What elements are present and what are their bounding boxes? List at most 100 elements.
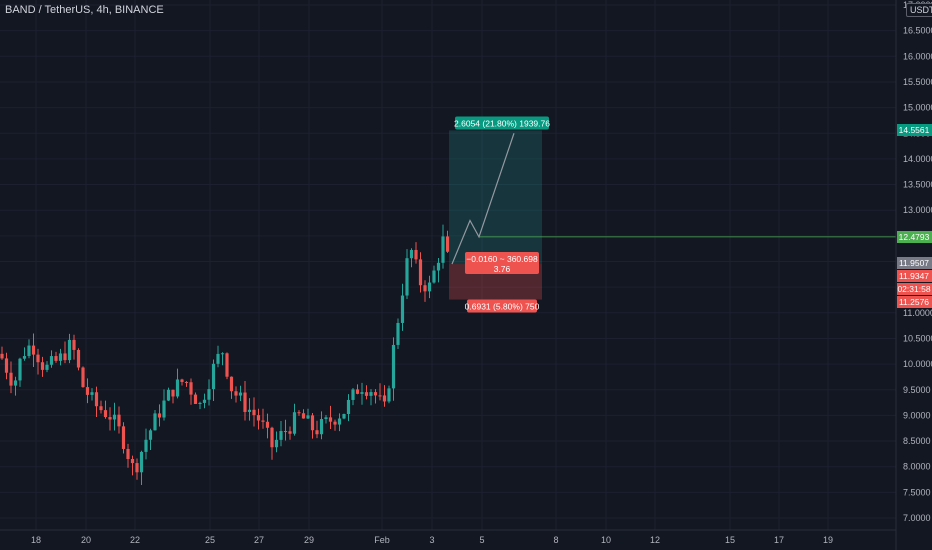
stop-label[interactable]: 0.6931 (5.80%) 750 [465,299,540,313]
candle [90,388,94,401]
time-tick-label: Feb [374,535,390,545]
candle [418,252,423,293]
candle [396,318,400,350]
candle [432,265,436,284]
time-tick-label: 19 [823,535,833,545]
candle [346,394,351,422]
time-tick-label: 15 [725,535,735,545]
price-tick-label: 9.0000 [903,410,931,420]
svg-text:11.9507: 11.9507 [899,258,929,268]
candle [315,420,319,439]
candle [324,415,328,424]
candle [153,410,157,431]
candle [45,361,49,373]
price-axis-label: 11.2576 [897,296,932,308]
candle [207,379,211,406]
candle [148,428,153,450]
position-info-label-text: −0.0160 ~ 360.698 [466,254,538,264]
price-axis-labels: 14.5561 12.4793 11.9507 11.9347 02:31:58 11.2… [897,124,932,308]
candle [283,419,288,441]
candle [202,393,207,409]
time-tick-label: 5 [479,535,484,545]
candle [445,230,450,253]
candle [49,350,54,368]
candle [427,275,432,299]
candle [189,378,193,405]
candle [292,403,297,436]
candle [225,352,229,380]
candle [144,428,148,460]
candle [256,408,261,430]
price-tick-label: 16.0000 [903,51,932,61]
candle [216,345,220,368]
price-axis-label: 02:31:58 [897,283,932,295]
candle [337,413,342,432]
price-tick-label: 8.5000 [903,436,931,446]
price-tick-label: 15.5000 [903,77,932,87]
candle [166,387,171,402]
candle [247,398,252,421]
candle [409,248,414,268]
position-info-label-text: 3.76 [494,264,511,274]
candle [369,389,373,406]
time-tick-label: 10 [601,535,611,545]
target-zone[interactable] [449,130,542,265]
time-tick-label: 18 [31,535,41,545]
candle [117,406,121,434]
svg-text:14.5561: 14.5561 [899,125,930,135]
projection-line [451,133,515,265]
candle [103,400,108,419]
candle [265,413,270,439]
price-tick-label: 10.0000 [903,359,932,369]
candle [351,388,355,406]
candle [387,385,391,404]
currency-badge[interactable]: USDT [906,3,932,17]
candle [306,408,310,419]
time-tick-label: 22 [130,535,140,545]
price-tick-label: 13.0000 [903,205,932,215]
candle [18,357,22,387]
candle [360,382,364,405]
candle [279,420,283,447]
candle [234,386,238,403]
candle [252,397,256,427]
candle [99,400,103,414]
candles [0,224,450,485]
candle [229,376,234,399]
candle [310,412,315,439]
candle [108,407,112,431]
candle [67,333,72,364]
candle [27,339,31,359]
candle [112,402,117,431]
candle [238,385,243,401]
price-tick-label: 10.5000 [903,333,932,343]
candle [301,409,306,419]
candle [261,408,265,429]
candle [193,392,198,404]
price-tick-label: 13.5000 [903,180,932,190]
time-tick-label: 17 [774,535,784,545]
candle [76,348,81,371]
svg-text:12.4793: 12.4793 [899,232,930,242]
candle [423,280,427,302]
time-tick-label: 25 [205,535,215,545]
candle [31,333,36,368]
candle [162,389,166,421]
target-label-text: 2.6054 (21.80%) 1939.76 [454,119,550,129]
candle [139,450,144,485]
candle [319,411,324,440]
candle [198,401,202,410]
price-axis-label: 11.9347 [897,270,932,282]
candle [54,351,58,363]
candle [355,384,360,395]
candle [382,385,387,407]
candle [85,378,90,404]
svg-text:11.9347: 11.9347 [899,271,929,281]
target-label[interactable]: 2.6054 (21.80%) 1939.76 [454,116,550,130]
candle [288,426,292,440]
candle [274,431,279,453]
chart-grid [0,0,896,530]
price-axis-label: 14.5561 [897,124,932,136]
